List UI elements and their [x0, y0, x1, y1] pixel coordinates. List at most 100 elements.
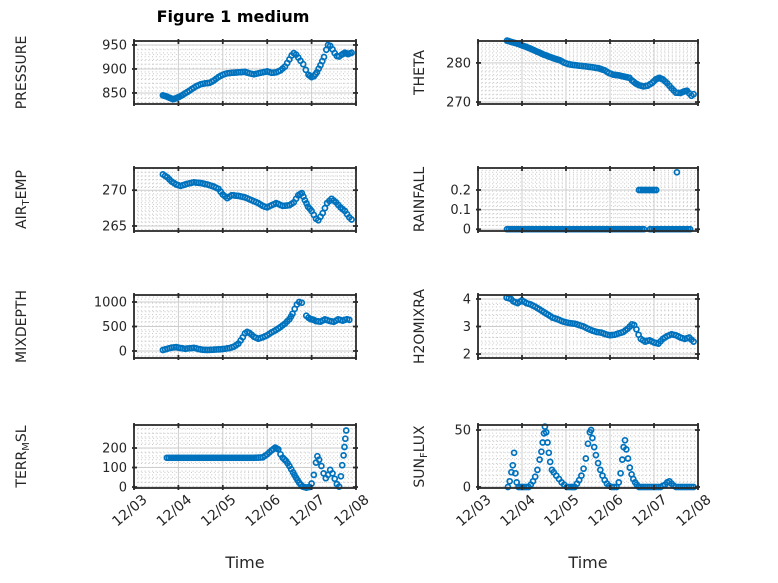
- x-tick-label: 12/04: [497, 492, 538, 530]
- data-point: [690, 90, 697, 98]
- axis-box: [132, 39, 358, 106]
- data-point: [510, 449, 518, 457]
- data-point: [618, 456, 626, 463]
- data-point: [544, 439, 551, 446]
- data-point: [335, 483, 343, 490]
- data-point: [315, 456, 323, 464]
- grid-minor: [478, 41, 698, 104]
- subplot-terr-msl: 0 100 200 12/03 12/04 12/05 12/06 12/07 12/08 TER…: [14, 423, 373, 530]
- y-tick-label: 0: [119, 481, 127, 496]
- data-point: [348, 216, 355, 223]
- data-series: [503, 294, 697, 347]
- data-series: [159, 171, 355, 224]
- y-axis-label: MIXDEPTH: [14, 290, 30, 363]
- data-point: [673, 168, 681, 176]
- data-point: [504, 483, 512, 491]
- axis-box: [476, 166, 700, 233]
- y-tick-label: 0: [463, 223, 471, 238]
- data-point: [345, 316, 353, 324]
- data-point: [626, 464, 634, 471]
- data-point: [299, 60, 307, 68]
- data-series: [159, 41, 355, 103]
- data-point: [298, 299, 306, 307]
- data-point: [340, 452, 347, 459]
- y-axis-label: THETA: [412, 50, 428, 96]
- y-tick-label: 950: [102, 38, 127, 53]
- y-tick-label: 500: [102, 320, 127, 335]
- data-point: [546, 458, 554, 466]
- grid-minor: [134, 168, 356, 231]
- data-series: [504, 423, 697, 491]
- data-point: [320, 53, 328, 61]
- data-point: [652, 186, 660, 194]
- data-point: [545, 449, 553, 457]
- subplot-air-temp: 265 270 AIRTEMP: [14, 166, 358, 234]
- x-axis-label-right: Time: [568, 553, 608, 572]
- axes-border: [477, 40, 699, 105]
- subplot-h2omixra: 2 3 4 H2OMIXRA: [412, 289, 700, 364]
- axis-box: [476, 423, 700, 490]
- x-tick-label: 12/08: [673, 492, 714, 530]
- data-point: [580, 465, 587, 473]
- data-series: [159, 298, 353, 354]
- data-point: [615, 479, 623, 486]
- y-tick-label: 0.1: [450, 203, 471, 218]
- subplot-pressure: 850 900 950 PRESSURE: [14, 36, 358, 109]
- y-tick-label: 280: [446, 56, 471, 71]
- y-tick-label: 50: [454, 424, 471, 439]
- grid-minor: [478, 168, 698, 231]
- axis-box: [476, 39, 700, 106]
- x-tick-label: 12/07: [287, 492, 328, 530]
- data-point: [536, 456, 543, 463]
- x-tick-label: 12/05: [198, 492, 239, 530]
- data-point: [348, 49, 355, 57]
- data-point: [506, 477, 514, 485]
- data-point: [342, 427, 350, 434]
- y-tick-label: 0: [463, 480, 471, 495]
- data-point: [341, 435, 349, 443]
- x-tick-label: 12/04: [154, 492, 195, 530]
- subplot-theta: 270 280 THETA: [412, 37, 700, 111]
- axes-border: [477, 424, 699, 489]
- y-tick-label: 200: [102, 442, 127, 457]
- y-tick-label: 850: [102, 86, 127, 101]
- data-point: [318, 462, 325, 470]
- data-point: [534, 466, 541, 474]
- data-point: [303, 200, 310, 207]
- y-tick-label: 1000: [94, 296, 127, 311]
- x-tick-label: 12/05: [541, 492, 582, 530]
- data-point: [337, 472, 345, 480]
- data-point: [584, 440, 592, 448]
- axis-box: [132, 166, 358, 233]
- subplot-mixdepth: 0 500 1000 MIXDEPTH: [14, 290, 358, 363]
- axes-border: [133, 167, 357, 232]
- x-tick-label: 12/03: [453, 492, 494, 530]
- data-point: [622, 446, 630, 453]
- axes-border: [133, 424, 357, 489]
- data-point: [542, 428, 550, 436]
- data-point: [578, 472, 585, 479]
- data-point: [624, 455, 632, 462]
- data-point: [341, 443, 348, 451]
- data-point: [610, 483, 618, 491]
- x-axis-label-left: Time: [225, 553, 265, 572]
- grid-major: [134, 168, 356, 231]
- data-point: [587, 426, 595, 434]
- y-tick-label: 265: [102, 219, 127, 234]
- x-tick-label: 12/03: [109, 492, 150, 530]
- data-series: [503, 37, 697, 100]
- x-tick-label: 12/08: [331, 492, 372, 530]
- grid-minor: [478, 425, 698, 488]
- subplot-rainfall: 0 0.1 0.2 RAINFALL: [412, 166, 700, 238]
- axes-border: [133, 40, 357, 105]
- y-tick-label: 0.2: [450, 183, 471, 198]
- x-tick-label: 12/06: [585, 492, 626, 530]
- subplot-sun-flux: 0 50 12/03 12/04 12/05 12/06 12/07 12/08 SUNFLUX: [412, 423, 715, 530]
- data-point: [310, 471, 318, 479]
- y-tick-label: 2: [463, 348, 471, 363]
- y-tick-label: 0: [119, 344, 127, 359]
- data-point: [509, 461, 517, 469]
- data-point: [596, 466, 604, 474]
